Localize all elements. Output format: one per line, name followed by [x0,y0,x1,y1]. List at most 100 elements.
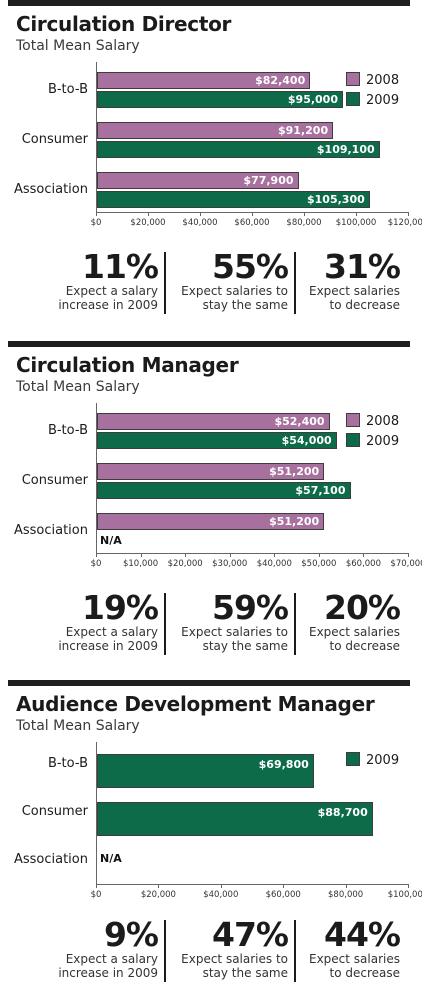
x-tick-mark [304,212,305,216]
category-label: Association [13,523,88,538]
bar-value-label: $109,100 [316,143,375,156]
legend-item-2009: 2009 [346,752,399,768]
bar-value-label: $54,000 [281,434,332,447]
category-label: Consumer [21,132,88,147]
category-label: B-to-B [47,423,88,438]
bar-2009: $95,000 [97,91,343,108]
bar-2009: $109,100 [97,141,380,158]
stat-block: 11% Expect a salary increase in 2009 [28,250,159,313]
x-tick-label: $20,000 [130,218,166,228]
stat-description-line-2: increase in 2009 [58,298,158,312]
stat-divider [294,920,296,982]
x-tick-label: $20,000 [167,559,203,569]
x-tick-label: $80,000 [286,218,322,228]
stat-block: 55% Expect salaries to stay the same [158,247,289,313]
na-label: N/A [100,852,122,865]
x-tick-label: $40,000 [182,218,218,228]
legend-label: 2008 [366,73,400,88]
x-tick-label: $0 [90,559,102,569]
x-tick-mark [408,553,409,557]
bar-2009: $57,100 [97,482,351,499]
x-tick-mark [200,212,201,216]
bar-2009: $54,000 [97,432,337,449]
legend-item-2008: 2008 [346,413,399,429]
x-tick-label: $40,000 [203,890,239,900]
panel-title: Audience Development Manager [16,692,375,716]
bar-value-label: $77,900 [243,174,294,187]
stat-description-line-2: to decrease [329,298,401,312]
stat-description-line-1: Expect a salary [65,284,158,298]
x-tick-mark [252,212,253,216]
legend-swatch [346,752,360,766]
panel-audience-development-manager: Audience Development Manager Total Mean … [8,680,422,1000]
bar-value-label: $57,100 [295,484,346,497]
stat-percentage: 44% [324,915,401,954]
x-tick-label: $0 [90,890,102,900]
stat-divider [294,252,296,314]
x-tick-mark [158,884,160,888]
legend-label: 2008 [366,414,400,429]
x-tick-label: $60,000 [234,218,270,228]
stat-block: 19% Expect a salary increase in 2009 [28,588,159,654]
panel-top-bar [8,680,410,686]
stat-block: 9% Expect a salary increase in 2009 [28,915,159,981]
bar-2009: $69,800 [97,754,314,788]
stat-percentage: 55% [212,247,289,286]
bar-value-label: $82,400 [255,74,306,87]
bar-2009: $105,300 [97,191,370,208]
category-label: B-to-B [47,82,88,97]
legend-item-2008: 2008 [346,72,399,88]
y-axis-line [96,742,97,884]
panel-top-bar [8,341,410,347]
x-tick-mark [274,553,276,557]
x-tick-mark [96,553,97,557]
panel-subtitle: Total Mean Salary [16,38,140,54]
x-tick-label: $50,000 [301,559,337,569]
legend-swatch [346,72,360,86]
legend-item-2009: 2009 [346,92,399,108]
stat-divider [164,920,166,982]
bar-2008: $51,200 [97,513,325,530]
x-tick-label: $60,000 [265,890,301,900]
x-tick-mark [96,884,97,888]
x-tick-label: $20,000 [140,890,176,900]
x-tick-mark [96,212,97,216]
x-tick-mark [283,884,285,888]
stat-divider [164,252,166,314]
legend-label: 2009 [366,753,400,768]
stat-percentage: 9% [103,915,159,954]
na-label: N/A [100,534,122,547]
legend-label: 2009 [366,93,400,108]
stat-block: 47% Expect salaries to stay the same [158,918,289,981]
x-tick-label: $100,000 [335,218,377,228]
x-axis-line [96,553,408,554]
stat-block: 31% Expect salaries to decrease [270,247,401,313]
x-tick-label: $0 [90,218,102,228]
panel-top-bar [8,0,410,6]
x-tick-label: $100,000 [387,890,422,900]
stat-description-line-2: stay the same [202,966,288,980]
category-label: Association [13,182,88,197]
legend-swatch [346,92,360,106]
stat-description-line-1: Expect salaries [309,284,400,298]
x-tick-label: $70,000 [390,559,422,569]
stat-description-line-2: increase in 2009 [58,639,158,653]
bar-2008: $52,400 [97,413,330,430]
stat-description-line-2: increase in 2009 [58,966,158,980]
bar-value-label: $51,200 [269,465,320,478]
bar-value-label: $52,400 [274,415,325,428]
x-axis-line [96,884,408,885]
panel-title: Circulation Director [16,12,232,36]
category-label: B-to-B [47,756,88,771]
stat-percentage: 19% [82,588,159,627]
stat-description-line-2: stay the same [202,639,288,653]
stat-percentage: 31% [324,247,401,286]
y-axis-line [96,62,97,212]
category-label: Consumer [21,804,88,819]
x-tick-label: $60,000 [345,559,381,569]
x-tick-label: $30,000 [212,559,248,569]
stat-description-line-1: Expect salaries to [181,952,288,966]
stat-description-line-2: to decrease [329,639,401,653]
x-tick-label: $10,000 [122,559,159,569]
panel-title: Circulation Manager [16,353,239,377]
